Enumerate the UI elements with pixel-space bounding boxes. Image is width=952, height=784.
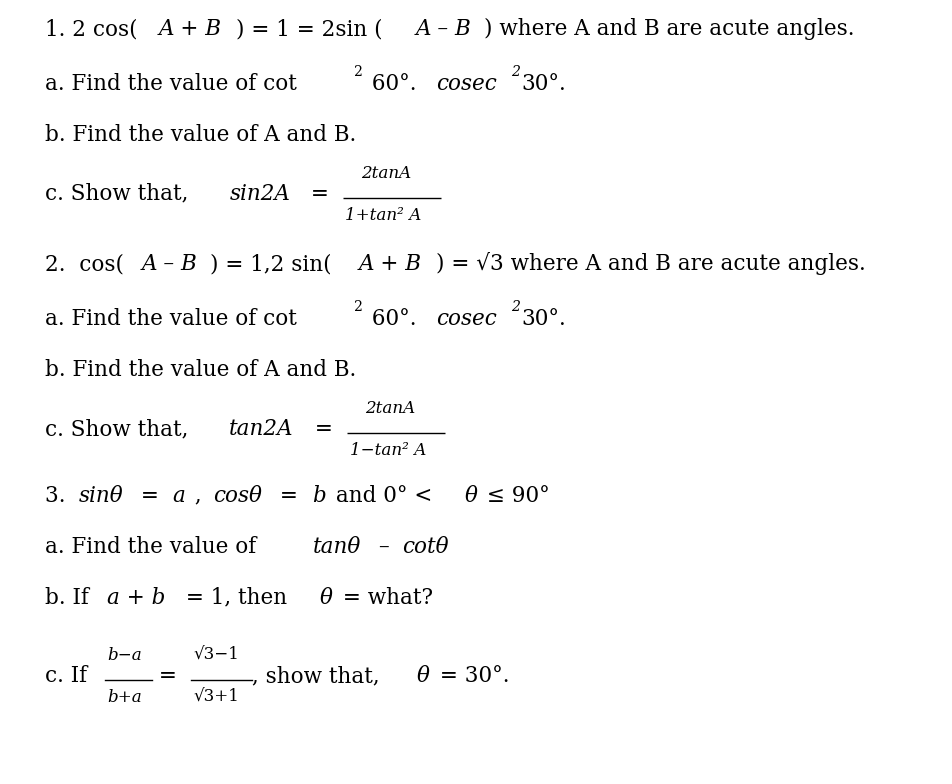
Text: a. Find the value of cot: a. Find the value of cot — [45, 308, 297, 330]
Text: =: = — [304, 183, 336, 205]
Text: =: = — [152, 665, 184, 687]
Text: 1. 2 cos(: 1. 2 cos( — [45, 18, 138, 40]
Text: a. Find the value of cot: a. Find the value of cot — [45, 73, 297, 95]
Text: cosθ: cosθ — [213, 485, 263, 506]
Text: 2: 2 — [510, 65, 520, 79]
Text: A – B: A – B — [142, 253, 198, 275]
Text: θ: θ — [417, 665, 429, 687]
Text: ) where A and B are acute angles.: ) where A and B are acute angles. — [484, 18, 854, 40]
Text: 2: 2 — [354, 65, 363, 79]
Text: A + B: A + B — [359, 253, 422, 275]
Text: 1−tan² A: 1−tan² A — [349, 441, 426, 459]
Text: ≤ 90°: ≤ 90° — [480, 485, 550, 506]
Text: √3−1: √3−1 — [193, 647, 239, 664]
Text: –: – — [371, 535, 396, 557]
Text: c. Show that,: c. Show that, — [45, 183, 195, 205]
Text: 30°.: 30°. — [522, 73, 566, 95]
Text: = what?: = what? — [336, 586, 433, 608]
Text: cosec: cosec — [436, 73, 497, 95]
Text: 2: 2 — [510, 300, 520, 314]
Text: ) = 1 = 2sin (: ) = 1 = 2sin ( — [236, 18, 383, 40]
Text: = 30°.: = 30°. — [433, 665, 509, 687]
Text: 2tanA: 2tanA — [366, 400, 416, 417]
Text: 1+tan² A: 1+tan² A — [345, 206, 422, 223]
Text: = 1, then: = 1, then — [179, 586, 294, 608]
Text: sinθ: sinθ — [79, 485, 124, 506]
Text: a. Find the value of: a. Find the value of — [45, 535, 264, 557]
Text: c. If: c. If — [45, 665, 94, 687]
Text: b+a: b+a — [108, 688, 142, 706]
Text: A – B: A – B — [415, 18, 471, 40]
Text: 30°.: 30°. — [522, 308, 566, 330]
Text: 60°.: 60°. — [365, 73, 423, 95]
Text: √3+1: √3+1 — [193, 688, 239, 706]
Text: b: b — [312, 485, 327, 506]
Text: a: a — [172, 485, 186, 506]
Text: θ: θ — [320, 586, 333, 608]
Text: A + B: A + B — [159, 18, 222, 40]
Text: ) = √3 where A and B are acute angles.: ) = √3 where A and B are acute angles. — [436, 252, 866, 275]
Text: =: = — [133, 485, 166, 506]
Text: cosec: cosec — [436, 308, 497, 330]
Text: =: = — [273, 485, 306, 506]
Text: ,: , — [188, 485, 208, 506]
Text: 2tanA: 2tanA — [361, 165, 411, 182]
Text: tanθ: tanθ — [312, 535, 361, 557]
Text: 3.: 3. — [45, 485, 72, 506]
Text: θ: θ — [465, 485, 477, 506]
Text: a + b: a + b — [108, 586, 166, 608]
Text: b−a: b−a — [108, 647, 142, 664]
Text: cotθ: cotθ — [402, 535, 448, 557]
Text: b. Find the value of A and B.: b. Find the value of A and B. — [45, 359, 356, 381]
Text: , show that,: , show that, — [252, 665, 387, 687]
Text: 60°.: 60°. — [365, 308, 423, 330]
Text: =: = — [308, 418, 340, 440]
Text: c. Show that,: c. Show that, — [45, 418, 195, 440]
Text: 2.  cos(: 2. cos( — [45, 253, 124, 275]
Text: b. If: b. If — [45, 586, 96, 608]
Text: and 0° <: and 0° < — [329, 485, 440, 506]
Text: ) = 1,2 sin(: ) = 1,2 sin( — [210, 253, 331, 275]
Text: 2: 2 — [354, 300, 363, 314]
Text: tan2A: tan2A — [229, 418, 294, 440]
Text: sin2A: sin2A — [229, 183, 290, 205]
Text: b. Find the value of A and B.: b. Find the value of A and B. — [45, 124, 356, 146]
